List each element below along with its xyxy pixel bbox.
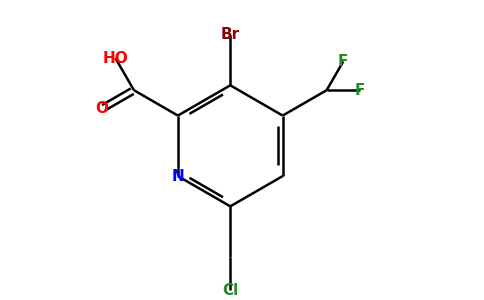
Text: Cl: Cl — [222, 283, 239, 298]
Text: F: F — [355, 83, 365, 98]
Text: Br: Br — [221, 27, 240, 42]
Text: F: F — [338, 54, 348, 69]
Text: O: O — [95, 101, 108, 116]
Text: N: N — [171, 169, 184, 184]
Text: HO: HO — [103, 51, 128, 66]
